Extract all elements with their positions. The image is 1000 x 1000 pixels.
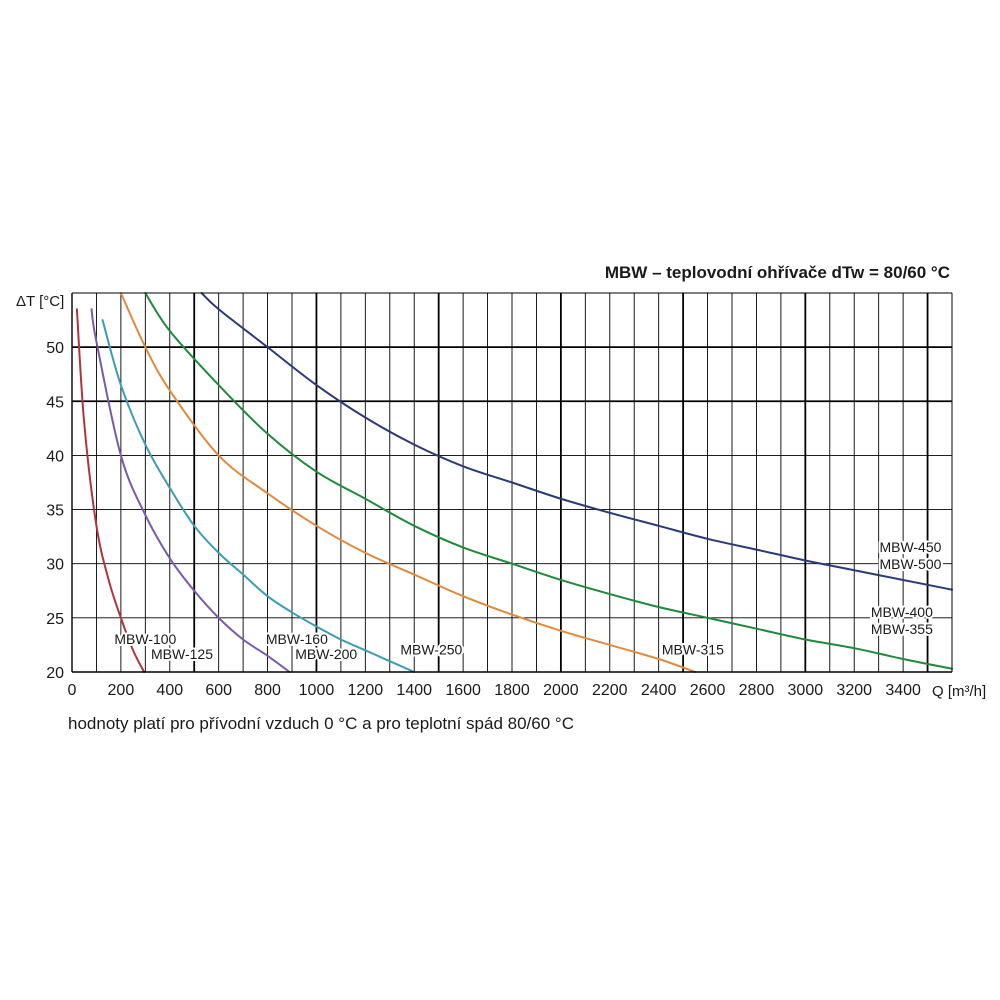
y-tick-label: 30 — [46, 557, 64, 574]
x-tick-label: 600 — [205, 682, 232, 699]
x-tick-label: 1400 — [396, 682, 432, 699]
x-tick-label: 3400 — [885, 682, 921, 699]
x-tick-label: 1000 — [299, 682, 335, 699]
footnote: hodnoty platí pro přívodní vzduch 0 °C a… — [68, 714, 574, 733]
y-tick-label: 20 — [46, 665, 64, 682]
x-tick-label: 1600 — [445, 682, 481, 699]
x-tick-label: 2400 — [641, 682, 677, 699]
x-tick-label: 1800 — [494, 682, 530, 699]
series-line — [144, 292, 953, 670]
series-label: MBW-200 — [295, 646, 357, 662]
series-label: MBW-100 — [114, 631, 176, 647]
x-tick-label: 3200 — [836, 682, 872, 699]
series-label: MBW-500 — [879, 556, 941, 572]
series-line — [101, 319, 416, 673]
series-label: MBW-315 — [662, 642, 724, 658]
x-tick-label: 2000 — [543, 682, 579, 699]
series-line — [75, 308, 146, 673]
series-label: MBW-400 — [871, 604, 933, 620]
x-tick-label: 2200 — [592, 682, 628, 699]
series-label: MBW-250 — [400, 642, 462, 658]
series-label: MBW-355 — [871, 621, 933, 637]
y-tick-label: 45 — [46, 394, 64, 411]
x-axis-label: Q [m³/h] — [932, 683, 986, 700]
grid — [72, 293, 952, 672]
series-label: MBW-160 — [266, 631, 328, 647]
x-tick-label: 400 — [156, 682, 183, 699]
series-line — [90, 308, 291, 673]
y-tick-label: 40 — [46, 448, 64, 465]
x-tick-label: 1200 — [348, 682, 384, 699]
x-tick-label: 2800 — [739, 682, 775, 699]
x-tick-labels: 0 200 400 600 800 1000 1200 1400 1600 1800 2000 220… — [68, 682, 921, 699]
series-line — [200, 292, 953, 591]
series-label: MBW-125 — [151, 646, 213, 662]
plot-frame — [71, 292, 953, 673]
x-tick-label: 0 — [68, 682, 77, 699]
series-lines — [75, 292, 953, 673]
chart-title: MBW – teplovodní ohřívače dTw = 80/60 °C — [605, 263, 950, 282]
y-tick-labels: 20 25 30 35 40 45 50 — [46, 340, 64, 682]
x-tick-label: 3000 — [788, 682, 824, 699]
y-tick-label: 35 — [46, 503, 64, 520]
x-tick-label: 800 — [254, 682, 281, 699]
series-line — [119, 292, 697, 673]
x-tick-label: 200 — [108, 682, 135, 699]
x-tick-label: 2600 — [690, 682, 726, 699]
y-tick-label: 50 — [46, 340, 64, 357]
y-tick-label: 25 — [46, 611, 64, 628]
y-axis-label: ΔT [°C] — [16, 293, 64, 310]
series-label: MBW-450 — [879, 539, 941, 555]
